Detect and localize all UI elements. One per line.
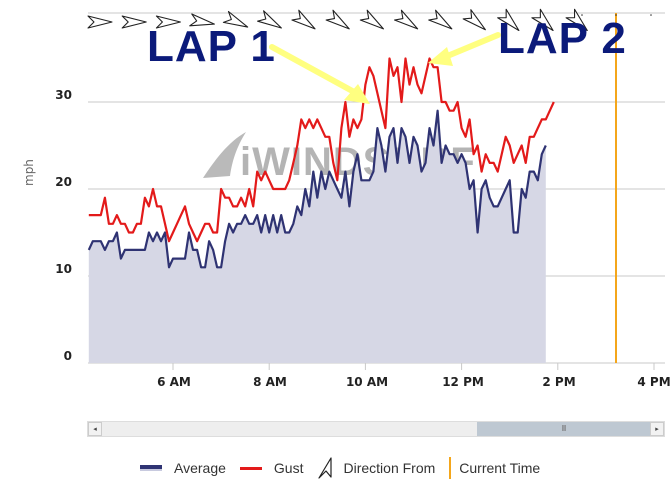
- y-tick-10: 10: [55, 262, 72, 276]
- legend-gust-label: Gust: [273, 460, 304, 476]
- wind-chart: iWINDSURF: [87, 8, 665, 370]
- chart-legend: Average Gust Direction From Current Time: [140, 456, 554, 480]
- chart-scrollbar[interactable]: ◂ III ▸: [87, 421, 665, 437]
- legend-average-label: Average: [174, 460, 226, 476]
- direction-arrows: [87, 8, 652, 32]
- legend-gust[interactable]: Gust: [239, 460, 304, 476]
- lap1-label: LAP 1: [147, 22, 276, 71]
- legend-direction[interactable]: Direction From: [317, 456, 435, 480]
- lap2-label: LAP 2: [498, 14, 627, 63]
- gust-swatch-icon: [239, 466, 262, 470]
- y-tick-30: 30: [55, 88, 72, 102]
- sail-logo-icon: [203, 132, 246, 178]
- legend-current-time-label: Current Time: [459, 460, 541, 476]
- average-area: [88, 110, 546, 363]
- x-tick-4pm: 4 PM: [637, 375, 670, 389]
- x-tick-12pm: 12 PM: [442, 375, 484, 389]
- y-axis-label: mph: [22, 159, 36, 186]
- direction-arrow-icon: [318, 457, 333, 479]
- legend-direction-label: Direction From: [343, 460, 436, 476]
- x-tick-8am: 8 AM: [253, 375, 287, 389]
- gust-line: [88, 57, 555, 243]
- current-time-swatch-icon: [449, 457, 452, 479]
- scroll-left-button[interactable]: ◂: [88, 422, 102, 436]
- lap2-arrow: [428, 32, 501, 66]
- average-swatch-icon: [140, 465, 162, 471]
- scrollbar-thumb[interactable]: III: [477, 422, 650, 436]
- x-tick-6am: 6 AM: [157, 375, 191, 389]
- y-tick-20: 20: [55, 175, 72, 189]
- legend-average[interactable]: Average: [140, 460, 226, 476]
- scroll-right-button[interactable]: ▸: [650, 422, 664, 436]
- lap1-arrow: [269, 44, 370, 104]
- average-line: [87, 109, 547, 269]
- x-tick-marks: [172, 363, 655, 370]
- legend-current-time[interactable]: Current Time: [449, 457, 540, 479]
- x-tick-2pm: 2 PM: [542, 375, 576, 389]
- x-tick-10am: 10 AM: [345, 375, 389, 389]
- y-tick-0: 0: [63, 349, 72, 363]
